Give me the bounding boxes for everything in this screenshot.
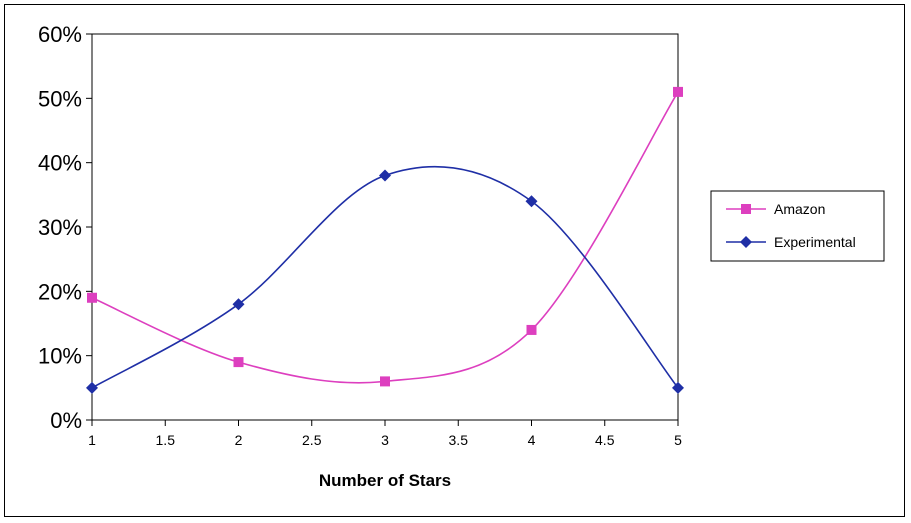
data-point-amazon [87,292,97,303]
x-axis-label: Number of Stars [319,471,451,490]
legend-marker-amazon [741,204,751,214]
x-axis: 1 1.5 2 2.5 3 3.5 4 4.5 5 [88,420,682,448]
x-tick-label: 3.5 [449,432,469,448]
data-point-experimental [525,195,538,208]
plot-area [91,33,679,421]
legend: Amazon Experimental [710,190,885,262]
x-tick-label: 1.5 [156,432,176,448]
legend-marker-experimental [740,236,752,248]
x-tick-label: 2 [235,432,243,448]
x-tick-label: 2.5 [302,432,322,448]
series-experimental [86,165,684,394]
y-tick-label: 30% [38,215,82,240]
data-point-experimental [232,298,245,311]
data-point-amazon [673,86,683,97]
y-tick-label: 20% [38,279,82,304]
x-tick-label: 5 [674,432,682,448]
data-point-experimental [86,381,98,394]
x-tick-label: 3 [381,432,389,448]
x-tick-label: 4.5 [595,432,615,448]
legend-label-experimental: Experimental [774,234,856,250]
data-point-amazon [380,376,390,387]
data-point-experimental [672,381,684,394]
series-line-amazon [91,91,679,384]
legend-box [710,190,885,262]
x-tick-label: 1 [88,432,96,448]
y-tick-label: 40% [38,151,82,176]
data-point-amazon [526,324,537,335]
data-point-amazon [233,357,244,368]
x-tick-label: 4 [528,432,536,448]
y-tick-label: 50% [38,86,82,111]
series-group [86,86,684,394]
legend-label-amazon: Amazon [774,201,825,217]
y-tick-label: 60% [38,22,82,47]
y-tick-label: 0% [50,408,82,433]
data-point-experimental [379,169,391,182]
y-axis: 0% 10% 20% 30% 40% 50% 60% [38,22,92,433]
series-amazon [87,86,683,387]
y-tick-label: 10% [38,344,82,369]
